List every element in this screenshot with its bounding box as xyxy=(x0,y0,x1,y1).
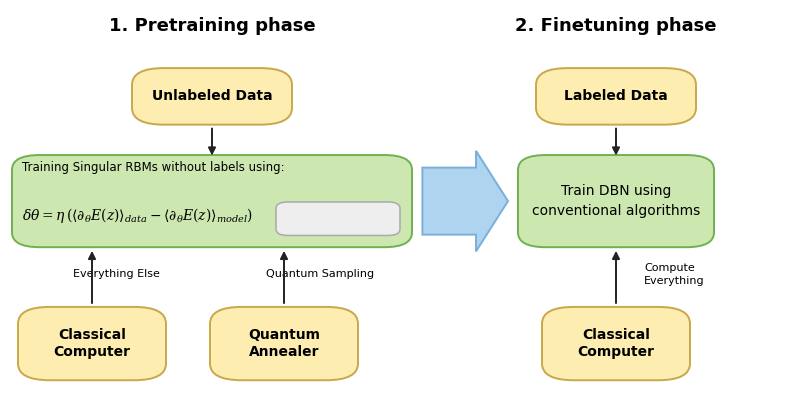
FancyBboxPatch shape xyxy=(12,155,412,247)
FancyBboxPatch shape xyxy=(542,307,690,380)
Text: Quantum
Annealer: Quantum Annealer xyxy=(248,328,320,359)
Polygon shape xyxy=(422,151,508,251)
Text: Classical
Computer: Classical Computer xyxy=(54,328,130,359)
Text: Labeled Data: Labeled Data xyxy=(564,89,668,103)
Text: Classical
Computer: Classical Computer xyxy=(578,328,654,359)
Text: $\delta\theta = \eta\,(\langle\partial_\theta E(z)\rangle_{data} - \langle\parti: $\delta\theta = \eta\,(\langle\partial_\… xyxy=(22,206,253,225)
Text: Training Singular RBMs without labels using:: Training Singular RBMs without labels us… xyxy=(22,161,284,174)
Text: 1. Pretraining phase: 1. Pretraining phase xyxy=(109,17,315,35)
FancyBboxPatch shape xyxy=(276,202,400,235)
Text: Quantum Sampling: Quantum Sampling xyxy=(266,269,374,279)
FancyBboxPatch shape xyxy=(210,307,358,380)
FancyBboxPatch shape xyxy=(132,68,292,125)
Text: Train DBN using
conventional algorithms: Train DBN using conventional algorithms xyxy=(532,184,700,218)
Text: Compute
Everything: Compute Everything xyxy=(644,263,705,286)
FancyBboxPatch shape xyxy=(18,307,166,380)
Text: Everything Else: Everything Else xyxy=(73,269,159,279)
FancyBboxPatch shape xyxy=(518,155,714,247)
Text: 2. Finetuning phase: 2. Finetuning phase xyxy=(515,17,717,35)
Text: Unlabeled Data: Unlabeled Data xyxy=(152,89,272,103)
FancyBboxPatch shape xyxy=(536,68,696,125)
